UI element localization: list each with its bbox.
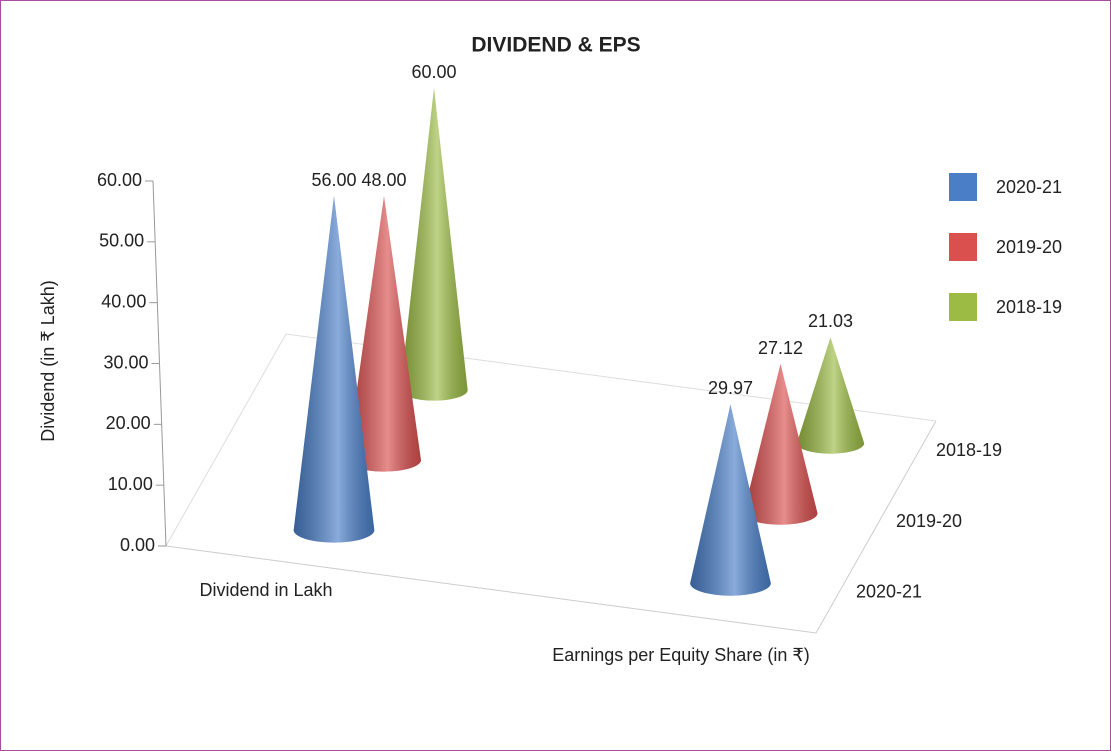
cone-shade — [347, 196, 421, 472]
depth-axis-label: 2019-20 — [896, 511, 962, 531]
y-tick-label: 0.00 — [120, 535, 155, 555]
value-label: 29.97 — [708, 378, 753, 398]
legend-swatch — [949, 173, 977, 201]
x-category-label: Earnings per Equity Share (in ₹) — [552, 645, 810, 665]
cone-shade — [690, 404, 771, 596]
legend-label: 2019-20 — [996, 237, 1062, 257]
floor-back — [165, 333, 937, 547]
cone-shade — [743, 364, 818, 525]
value-label: 21.03 — [808, 311, 853, 331]
cone-shade — [796, 337, 865, 454]
x-category-label: Dividend in Lakh — [199, 580, 332, 600]
y-tick-label: 60.00 — [97, 170, 142, 190]
depth-axis-label: 2020-21 — [856, 581, 922, 601]
cone-shade — [400, 88, 468, 401]
value-label: 60.00 — [411, 62, 456, 82]
y-axis-label: Dividend (in ₹ Lakh) — [38, 280, 58, 442]
y-tick-label: 50.00 — [99, 231, 144, 251]
y-tick-label: 30.00 — [103, 352, 148, 372]
legend-swatch — [949, 293, 977, 321]
floor-edge — [165, 420, 937, 634]
y-tick-label: 10.00 — [108, 474, 153, 494]
chart-title: DIVIDEND & EPS — [471, 34, 640, 57]
y-tick-label: 40.00 — [101, 291, 146, 311]
depth-axis-label: 2018-19 — [936, 440, 1002, 460]
value-label: 56.00 — [311, 170, 356, 190]
cone-shade — [293, 196, 375, 543]
value-label: 27.12 — [758, 338, 803, 358]
legend-swatch — [949, 233, 977, 261]
y-tick-label: 20.00 — [106, 413, 151, 433]
value-label: 48.00 — [361, 170, 406, 190]
legend-label: 2018-19 — [996, 297, 1062, 317]
legend-label: 2020-21 — [996, 177, 1062, 197]
